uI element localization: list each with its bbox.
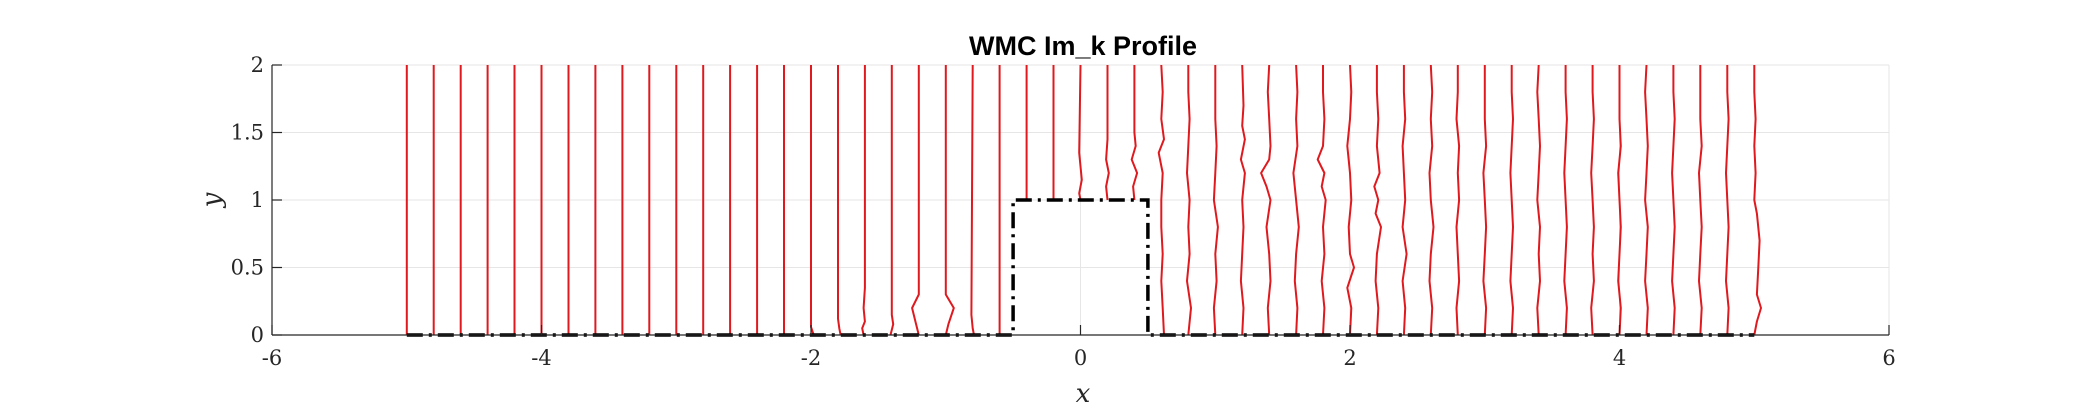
profile-line-38 <box>1428 64 1435 336</box>
profile-line-18 <box>889 65 895 336</box>
x-axis-ticks: -6 -4 -2 0 2 4 6 <box>262 325 1896 370</box>
x-tick-label: -4 <box>531 346 551 370</box>
profile-line-29 <box>1186 65 1192 336</box>
profile-line-46 <box>1644 64 1649 336</box>
profile-lines <box>405 64 1762 336</box>
profile-line-31 <box>1239 64 1246 336</box>
profile-line-48 <box>1698 65 1703 336</box>
profile-line-28 <box>1157 64 1165 336</box>
profile-line-21 <box>970 64 975 336</box>
x-tick-label: 4 <box>1613 346 1626 370</box>
profile-line-17 <box>861 65 866 336</box>
profile-line-20 <box>944 65 955 336</box>
profile-line-40 <box>1482 65 1488 336</box>
profile-line-45 <box>1617 65 1622 336</box>
y-tick-label: 0.5 <box>231 256 264 280</box>
profile-line-44 <box>1590 65 1595 336</box>
x-tick-label: 6 <box>1882 346 1895 370</box>
x-tick-label: 0 <box>1074 346 1087 370</box>
profile-line-43 <box>1563 65 1568 336</box>
profile-line-36 <box>1373 65 1382 336</box>
x-tick-label: -6 <box>262 346 282 370</box>
profile-line-49 <box>1725 65 1730 336</box>
x-axis-label: x <box>1076 379 1091 409</box>
profile-line-41 <box>1509 65 1514 336</box>
y-tick-label: 1.5 <box>231 121 264 145</box>
profile-line-25 <box>1078 64 1083 201</box>
y-tick-label: 0 <box>251 323 264 347</box>
x-tick-label: 2 <box>1343 346 1356 370</box>
profile-line-32 <box>1260 64 1272 336</box>
profile-line-27 <box>1130 65 1139 201</box>
y-axis-ticks: 0 0.5 1 1.5 2 <box>231 53 282 347</box>
profile-line-35 <box>1346 64 1355 336</box>
chart-title: WMC Im_k Profile <box>969 31 1197 61</box>
profile-line-19 <box>911 65 920 336</box>
profile-line-37 <box>1401 65 1408 336</box>
profile-line-26 <box>1105 65 1110 201</box>
x-tick-label: -2 <box>801 346 821 370</box>
y-axis-label: y <box>197 192 227 208</box>
profile-line-47 <box>1671 65 1676 336</box>
profile-line-39 <box>1455 65 1461 336</box>
profile-line-50 <box>1753 65 1762 336</box>
profile-line-34 <box>1316 65 1327 336</box>
y-tick-label: 1 <box>251 188 264 212</box>
profile-line-16 <box>837 65 842 336</box>
y-tick-label: 2 <box>251 53 264 77</box>
profile-line-42 <box>1536 64 1541 336</box>
profile-line-30 <box>1212 65 1219 336</box>
profile-line-33 <box>1292 64 1300 336</box>
